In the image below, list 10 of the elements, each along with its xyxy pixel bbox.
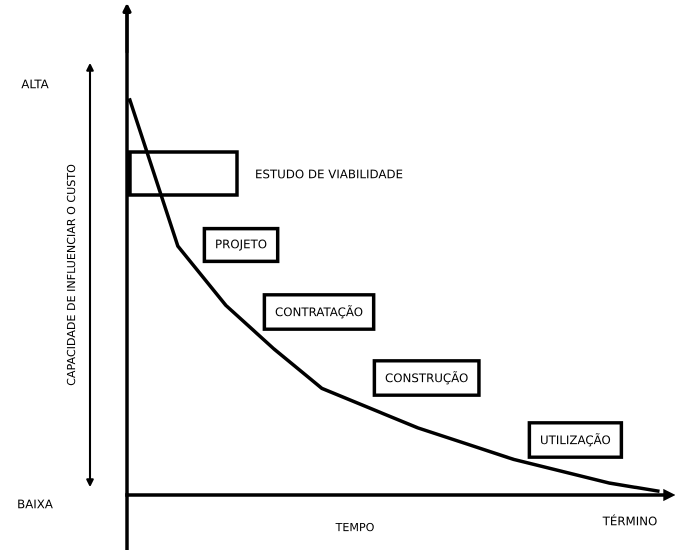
annotation: CONSTRUÇÃO xyxy=(386,371,468,384)
annotation: PROJETO xyxy=(216,239,266,251)
annotation: ESTUDO DE VIABILIDADE xyxy=(256,169,402,178)
text: TÉRMINO xyxy=(602,514,657,526)
text: BAIXA xyxy=(18,500,53,508)
y-axis-title: CAPACIDADE DE INFLUENCIAR O CUSTO xyxy=(66,164,76,386)
annotation: UTILIZAÇÃO xyxy=(541,433,610,446)
x-axis-title: TEMPO xyxy=(336,522,374,532)
annotation: CONTRATAÇÃO xyxy=(276,305,362,318)
text: ALTA xyxy=(21,80,49,88)
